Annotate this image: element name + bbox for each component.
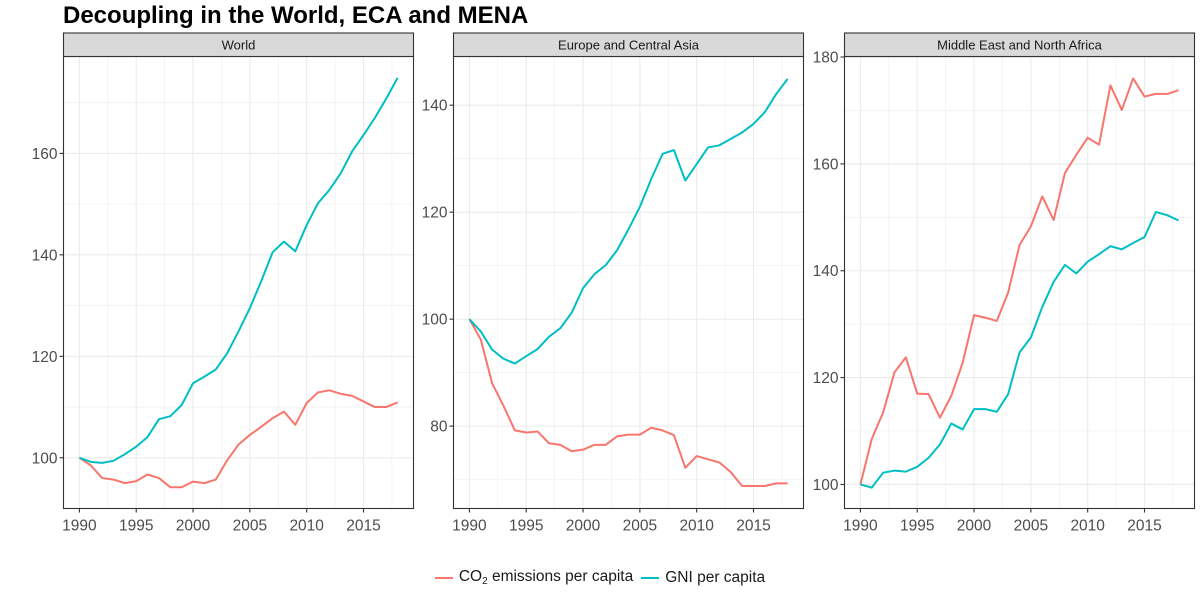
x-tick-label: 2000 [566,518,601,535]
facet-strip [62,32,415,58]
series-line-co2 [859,77,1179,485]
y-tick-label: 160 [32,146,58,163]
panel-background [844,56,1195,509]
series-line-gni [860,210,1180,489]
panel-2: Middle East and North Africa 1990 1995 2000… [813,32,1196,535]
x-tick-label: 2010 [1070,518,1105,535]
series-line-gni [468,78,789,365]
x-tick-label: 1995 [900,518,934,535]
panel-background [453,56,804,509]
y-tick-label: 100 [422,312,448,329]
facet-strip [843,32,1196,58]
y-tick-label: 120 [813,370,839,387]
x-tick-label: 2010 [679,518,714,535]
x-tick-label: 1995 [119,518,153,535]
x-tick-label: 1990 [843,518,878,535]
legend-key-co2 [434,576,453,579]
legend-label-gni: GNI per capita [665,568,766,586]
y-tick-label: 140 [813,263,839,280]
y-tick-label: 100 [32,450,58,467]
y-tick-label: 140 [422,98,448,115]
series-line-gni [79,77,399,464]
panel-background [63,56,414,509]
legend-item-co2[interactable]: CO2 emissions per capita [434,568,634,587]
y-tick-label: 120 [32,349,58,366]
x-tick-label: 1990 [452,518,487,535]
x-tick-label: 1995 [509,518,543,535]
x-tick-label: 2000 [176,518,211,535]
series-line-co2 [468,318,788,488]
x-tick-label: 2005 [233,518,267,535]
x-tick-label: 2010 [289,518,324,535]
facet-strip-label: Europe and Central Asia [558,37,700,52]
series-line-co2 [78,389,398,489]
y-tick-label: 180 [813,50,839,67]
facet-strip-label: Middle East and North Africa [937,37,1103,52]
x-tick-label: 2005 [623,518,657,535]
x-tick-label: 2015 [736,518,770,535]
legend-label-co2: CO2 emissions per capita [458,568,634,587]
x-tick-label: 2000 [957,518,992,535]
x-tick-label: 2015 [1127,518,1161,535]
panel-0: World 1990 1995 2000 2005 2010 2015 100 120 140 16… [32,32,415,535]
facet-strip [452,32,805,58]
y-tick-label: 100 [813,477,839,494]
x-tick-label: 2015 [346,518,380,535]
x-tick-label: 2005 [1014,518,1048,535]
y-tick-label: 80 [430,419,448,436]
legend: CO2 emissions per capita GNI per capita [0,568,1200,587]
y-tick-label: 140 [32,247,58,264]
legend-key-gni [641,576,660,579]
legend-item-gni[interactable]: GNI per capita [641,569,765,587]
facet-strip-label: World [222,37,256,52]
y-tick-label: 120 [422,205,448,222]
chart-title: Decoupling in the World, ECA and MENA [63,2,529,29]
panel-1: Europe and Central Asia 1990 1995 2000 2005 2… [422,32,805,535]
x-tick-label: 1990 [62,518,97,535]
y-tick-label: 160 [813,156,839,173]
